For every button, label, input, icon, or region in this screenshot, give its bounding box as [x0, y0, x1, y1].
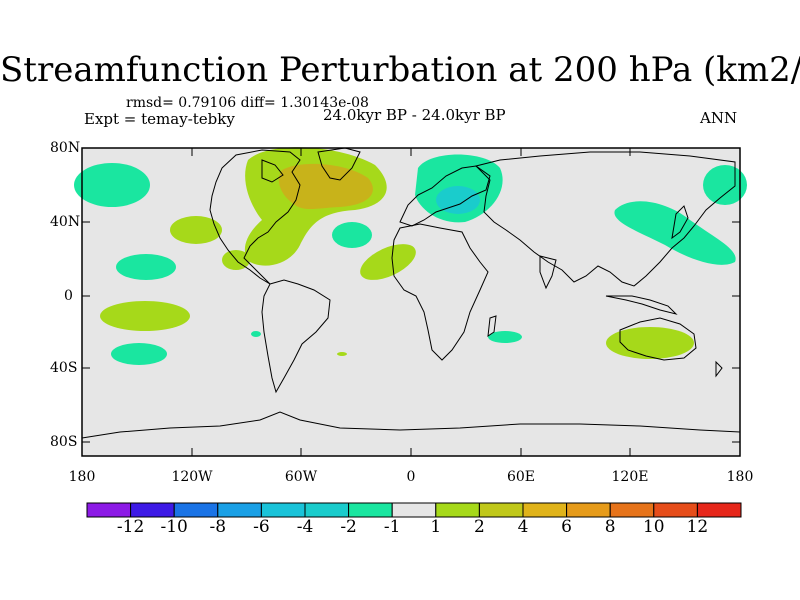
- contour-east-asia: [614, 201, 736, 265]
- period-label: 24.0kyr BP - 24.0kyr BP: [323, 106, 506, 124]
- coast-africa: [391, 223, 489, 361]
- contour-south-pacific: [100, 301, 190, 331]
- colorbar-label: -8: [209, 517, 227, 537]
- colorbar-label: -10: [160, 517, 188, 537]
- colorbar-label: -6: [253, 517, 270, 537]
- y-tick-80s: 80S: [50, 434, 78, 450]
- contour-small-pos: [337, 352, 347, 356]
- map-background: [82, 148, 740, 456]
- contour-pacific-mid: [170, 216, 222, 244]
- colorbar-swatch: [653, 502, 698, 518]
- coast-indonesia: [605, 295, 678, 315]
- coast-south-america: [261, 279, 331, 394]
- coast-antarctica: [81, 411, 741, 439]
- contour-south-indian: [488, 331, 522, 343]
- colorbar-label: -1: [383, 517, 401, 537]
- colorbar-swatch: [696, 502, 742, 518]
- contour-pacific-east-neg: [116, 254, 176, 280]
- coast-india: [539, 255, 557, 290]
- colorbar-swatch: [348, 502, 393, 518]
- colorbar-label: -12: [116, 517, 145, 537]
- contour-australia: [606, 327, 694, 359]
- map-title: Streamfunction Perturbation at 200 hPa (…: [0, 50, 800, 90]
- y-tick-80n: 80N: [50, 140, 81, 156]
- colorbar-swatch: [173, 502, 219, 518]
- contour-north-atlantic-core: [278, 163, 373, 210]
- coast-hudson-bay: [261, 159, 284, 183]
- contour-atlantic-pos: [360, 244, 416, 280]
- colorbar-label: 6: [561, 517, 573, 537]
- stats-line: rmsd= 0.79106 diff= 1.30143e-08: [126, 95, 369, 111]
- colorbar-swatch: [304, 502, 350, 518]
- colorbar-label: 2: [473, 517, 485, 537]
- contour-north-pacific-east: [703, 165, 747, 205]
- contour-atlantic-neg: [332, 222, 372, 248]
- x-tick-120w: 120W: [171, 469, 213, 485]
- contour-europe-core: [436, 186, 480, 214]
- colorbar-label: -4: [296, 517, 314, 537]
- colorbar-swatch: [609, 502, 655, 518]
- x-tick-0: 0: [406, 469, 416, 485]
- colorbar-swatch: [391, 502, 437, 518]
- colorbar-swatch: [522, 502, 568, 518]
- contour-north-pacific-west: [74, 163, 150, 207]
- colorbar-swatch: [130, 502, 175, 518]
- coastlines: [81, 147, 741, 439]
- x-tick-180e: 180: [726, 469, 754, 485]
- y-tick-40n: 40N: [50, 214, 81, 230]
- tick-marks: [82, 147, 740, 456]
- x-tick-60e: 60E: [506, 469, 536, 485]
- coast-asia: [475, 151, 736, 287]
- contour-south-pacific-neg: [111, 343, 167, 365]
- experiment-label: Expt = temay-tebky: [84, 110, 235, 128]
- colorbar-label: 10: [642, 517, 665, 537]
- x-tick-120e: 120E: [611, 469, 649, 485]
- colorbar-label: 1: [430, 517, 442, 537]
- y-tick-40s: 40S: [50, 360, 78, 376]
- coast-japan: [671, 205, 689, 240]
- season-label: ANN: [700, 109, 738, 127]
- colorbar-label: 4: [517, 517, 529, 537]
- y-tick-0: 0: [64, 288, 73, 304]
- x-tick-60w: 60W: [284, 469, 318, 485]
- colorbar-swatch: [86, 502, 132, 518]
- coast-australia: [619, 317, 697, 361]
- coast-north-america: [209, 149, 301, 285]
- colorbar-swatch: [217, 502, 262, 518]
- colorbar-swatch: [478, 502, 524, 518]
- contour-small-neg: [251, 331, 261, 337]
- colorbar-label: 12: [686, 517, 709, 537]
- colorbar-label: 8: [604, 517, 616, 537]
- coast-europe: [399, 165, 491, 227]
- coast-new-zealand: [715, 360, 723, 378]
- colorbar-swatch: [566, 502, 611, 518]
- colorbar-label: -2: [340, 517, 357, 537]
- coast-madagascar: [487, 315, 497, 338]
- colorbar-swatch: [260, 502, 306, 518]
- colorbar: [86, 502, 742, 518]
- colorbar-swatch: [435, 502, 480, 518]
- x-tick-180w: 180: [68, 469, 96, 485]
